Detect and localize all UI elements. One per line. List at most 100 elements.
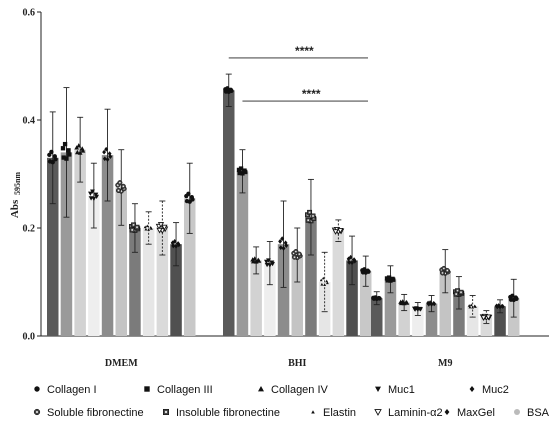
legend-item: Collagen IV — [258, 384, 329, 396]
point-2-10-5 — [508, 297, 514, 302]
bar-1-3 — [264, 263, 276, 336]
y-axis-title: Abs — [9, 199, 21, 218]
legend-marker — [163, 408, 170, 415]
point-1-4-4 — [283, 240, 288, 246]
bar-2-1 — [384, 279, 397, 336]
point-1-7-3 — [321, 276, 325, 280]
point-1-8-4 — [337, 227, 344, 234]
point-0-3-5 — [88, 196, 94, 201]
point-0-6-5-dot — [131, 229, 134, 231]
bar-0-10 — [184, 198, 196, 336]
legend-marker — [514, 409, 520, 415]
point-2-6-5-dot — [455, 293, 458, 295]
y-tick-label: 0.2 — [23, 224, 36, 235]
point-0-6-3-dot — [132, 224, 135, 226]
y-axis-label: Abs 595nm — [9, 172, 22, 219]
bar-0-4 — [101, 155, 114, 336]
significance-layer: **** **** — [228, 44, 368, 102]
point-0-5-1-dot — [116, 184, 119, 186]
point-0-5-4-dot — [122, 185, 125, 188]
legend-marker — [444, 409, 450, 415]
legend-item: Laminin-α2 — [374, 407, 443, 419]
point-0-6-4-dot — [136, 226, 138, 229]
point-0-1-1 — [60, 146, 66, 151]
point-0-1-0 — [64, 156, 69, 161]
svg-text:Abs 595nm: Abs 595nm — [9, 172, 22, 219]
point-0-2-5 — [74, 149, 80, 155]
bar-0-7 — [142, 228, 155, 336]
point-0-4-5 — [102, 156, 107, 162]
point-1-7-5 — [320, 282, 324, 286]
point-1-8-5 — [332, 229, 339, 235]
point-1-0-4 — [228, 87, 233, 92]
point-2-7-3 — [469, 303, 473, 307]
point-0-9-3 — [172, 239, 177, 244]
point-1-4-5 — [278, 245, 283, 251]
legend-label: Muc1 — [388, 384, 415, 396]
bar-1-10 — [360, 271, 372, 336]
legend-label: BSA — [527, 407, 550, 419]
legend-marker-dot — [35, 410, 39, 414]
point-2-2-5 — [398, 300, 404, 306]
point-1-5-4-dot — [298, 253, 301, 255]
point-0-1-5 — [61, 155, 66, 160]
bar-0-0 — [47, 157, 59, 336]
bar-1-6 — [305, 217, 317, 336]
point-2-4-4 — [431, 300, 436, 306]
legend-item: Collagen I — [34, 384, 97, 396]
bar-0-6 — [129, 228, 141, 336]
point-0-8-4 — [161, 224, 168, 231]
point-0-8-5 — [156, 227, 163, 234]
point-1-3-5 — [264, 262, 270, 268]
point-0-7-0 — [147, 228, 151, 231]
point-0-0-4 — [52, 154, 57, 159]
point-2-10-3 — [510, 293, 515, 298]
legend-item: Collagen III — [144, 384, 213, 396]
point-1-5-4 — [296, 251, 302, 257]
point-0-4-2 — [108, 154, 113, 159]
point-1-9-3 — [348, 254, 353, 260]
point-1-5-5 — [291, 254, 298, 260]
point-2-5-4-dot — [446, 269, 449, 272]
point-0-7-4 — [149, 226, 153, 229]
point-0-4-4 — [107, 151, 112, 157]
point-0-7-1 — [143, 225, 147, 229]
point-0-0-5 — [47, 159, 53, 164]
legend-marker — [375, 386, 381, 392]
bar-0-5 — [115, 187, 127, 336]
point-1-4-3 — [280, 236, 285, 242]
legend-marker — [34, 386, 40, 392]
point-1-6-3-dot — [308, 211, 311, 214]
point-0-5-4 — [120, 183, 126, 189]
point-1-7-2 — [325, 281, 329, 285]
point-2-5-5-dot — [441, 272, 444, 274]
point-2-1-5 — [385, 278, 390, 283]
point-2-6-4-dot — [460, 291, 462, 294]
point-1-7-4 — [325, 279, 329, 283]
legend-marker — [33, 408, 41, 416]
point-0-5-3-dot — [119, 181, 121, 184]
bar-1-2 — [250, 260, 262, 336]
point-1-4-0 — [281, 245, 286, 251]
legend-item: Muc2 — [469, 384, 509, 396]
bar-1-5 — [291, 255, 303, 336]
point-0-1-4 — [66, 148, 71, 153]
point-1-6-4-dot — [312, 215, 314, 217]
point-2-0-5 — [371, 296, 377, 301]
point-1-10-4 — [365, 268, 370, 273]
point-0-0-3 — [49, 149, 54, 155]
point-2-4-5 — [426, 301, 431, 307]
x-category-label: BHI — [288, 358, 306, 369]
legend-label: Muc2 — [482, 384, 509, 396]
point-1-2-4 — [255, 257, 261, 262]
point-2-8-5 — [480, 315, 487, 321]
point-0-6-0-dot — [134, 229, 136, 232]
point-1-10-5 — [360, 270, 366, 275]
point-1-6-0-dot — [310, 219, 312, 222]
point-0-3-0 — [91, 196, 97, 202]
point-2-7-4 — [473, 304, 477, 308]
y-tick-label: 0.4 — [23, 116, 36, 127]
y-tick-label: 0.0 — [23, 332, 36, 343]
point-1-9-4 — [352, 257, 357, 263]
